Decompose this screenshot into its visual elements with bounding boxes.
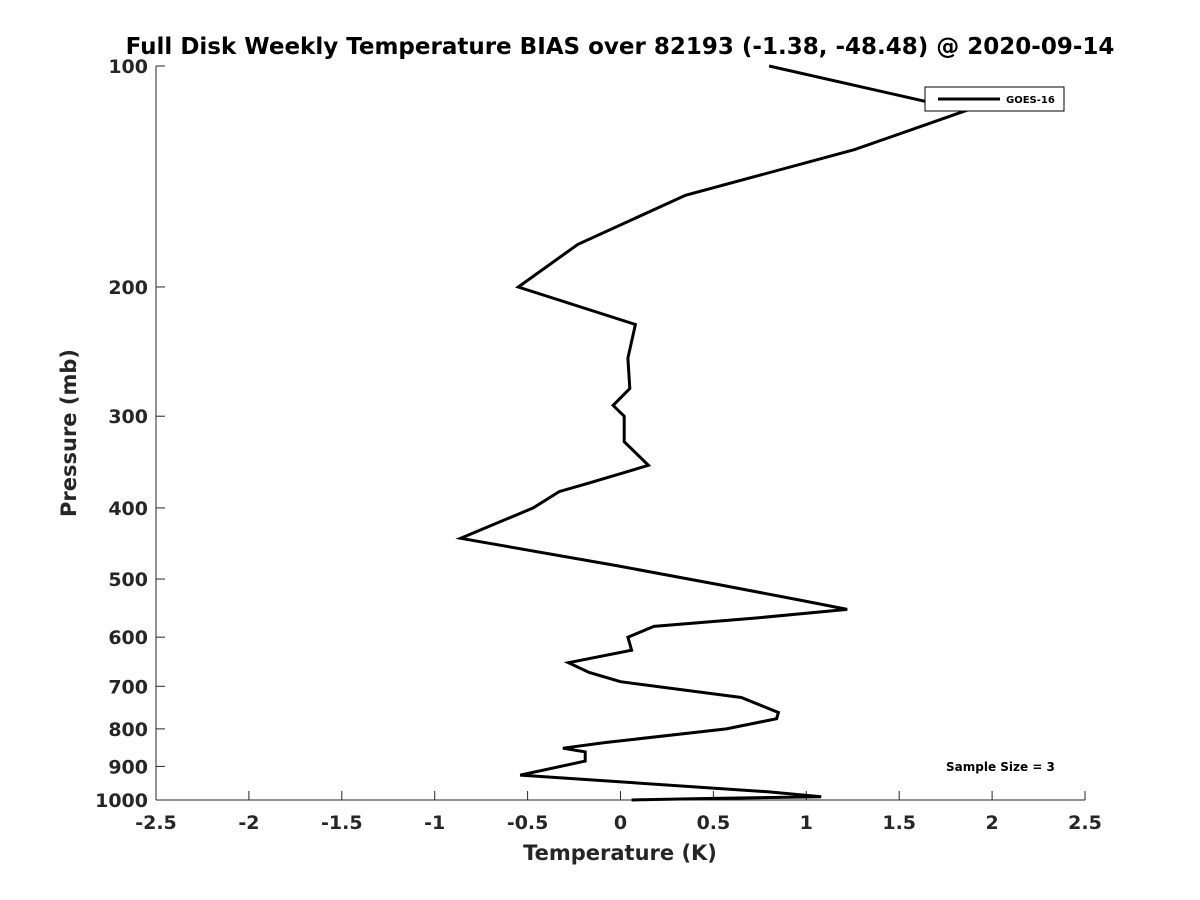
- y-axis-label: Pressure (mb): [57, 349, 81, 517]
- x-tick-label: -0.5: [507, 812, 549, 834]
- legend-label-goes-16: GOES-16: [1006, 95, 1055, 106]
- x-tick-label: -2: [238, 812, 259, 834]
- y-tick-label: 600: [108, 627, 148, 649]
- y-axis-ticks: 100 200 300 400 500 600 700 800 900 1000: [95, 56, 165, 812]
- x-axis-label: Temperature (K): [523, 841, 717, 865]
- x-tick-label: 2.5: [1068, 812, 1102, 834]
- y-tick-label: 400: [108, 498, 148, 520]
- legend: GOES-16: [924, 86, 1065, 112]
- y-tick-label: 900: [108, 756, 148, 778]
- y-tick-label: 700: [108, 676, 148, 698]
- sample-size-annotation: Sample Size = 3: [946, 760, 1055, 774]
- x-tick-label: 2: [985, 812, 998, 834]
- y-tick-label: 500: [108, 569, 148, 591]
- y-tick-label: 300: [108, 406, 148, 428]
- series-line-goes-16: [455, 64, 972, 802]
- x-tick-label: 0: [614, 812, 627, 834]
- chart-title: Full Disk Weekly Temperature BIAS over 8…: [126, 34, 1115, 60]
- x-axis-ticks: -2.5 -2 -1.5 -1 -0.5 0 0.5 1 1.5 2 2.5: [135, 791, 1102, 834]
- y-tick-label: 1000: [95, 790, 148, 812]
- x-tick-label: 0.5: [697, 812, 731, 834]
- x-tick-label: 1.5: [882, 812, 916, 834]
- x-tick-label: -1.5: [321, 812, 363, 834]
- x-tick-label: 1: [800, 812, 813, 834]
- x-tick-label: -2.5: [135, 812, 177, 834]
- y-tick-label: 200: [108, 277, 148, 299]
- y-tick-label: 800: [108, 719, 148, 741]
- y-tick-label: 100: [108, 56, 148, 78]
- x-tick-label: -1: [424, 812, 445, 834]
